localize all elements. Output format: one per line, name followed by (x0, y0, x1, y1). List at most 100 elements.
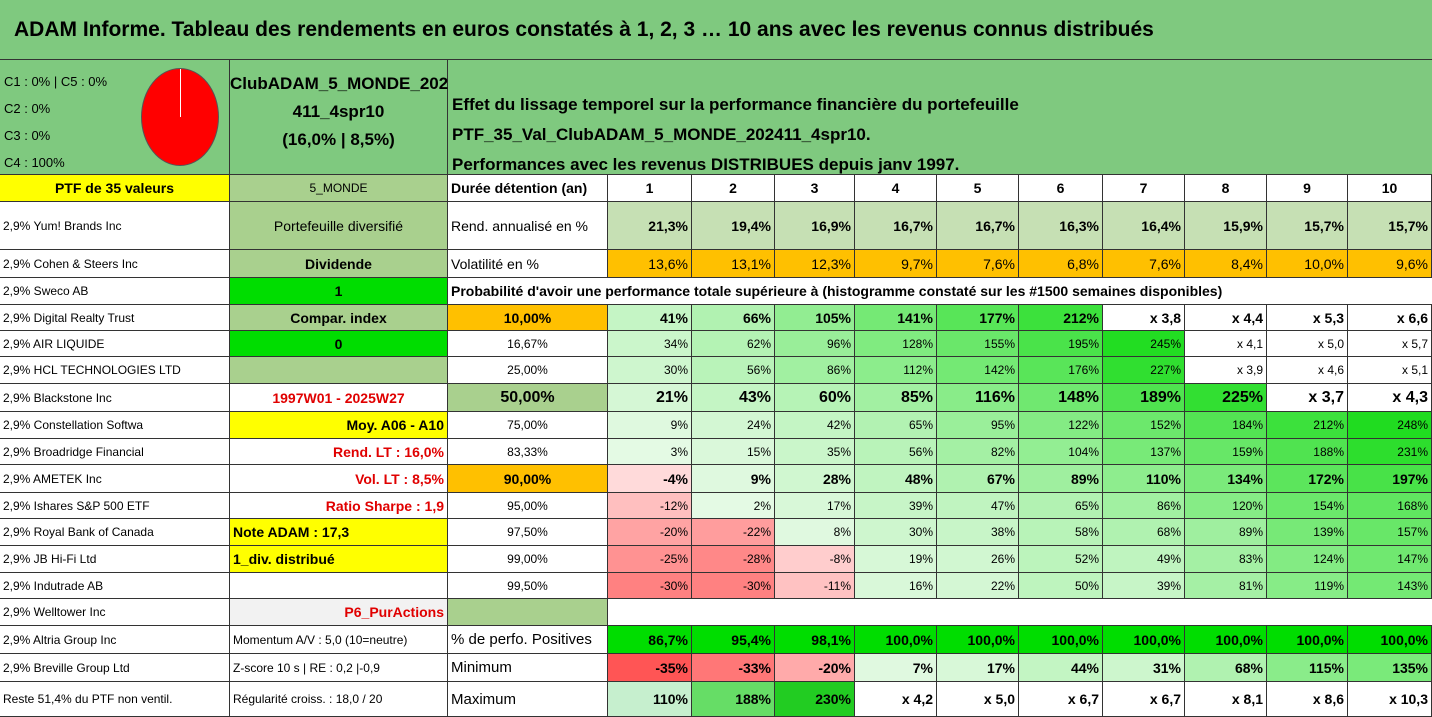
quantile-value: 184% (1185, 412, 1267, 439)
quantile-value: 9% (692, 465, 775, 493)
stat-value: 100,0% (1185, 626, 1267, 654)
quantile-value: 56% (692, 357, 775, 384)
stat-value: 17% (937, 654, 1019, 682)
quantile-value: x 4,1 (1185, 331, 1267, 357)
quantile-value: -12% (608, 493, 692, 519)
holding-row: 2,9% Sweco AB (0, 278, 230, 305)
quantile-value: 176% (1019, 357, 1103, 384)
stat-value: 100,0% (1348, 626, 1432, 654)
info-cell: Compar. index (230, 305, 448, 331)
quantile-value: 43% (692, 384, 775, 412)
quantile-value: x 4,6 (1267, 357, 1348, 384)
info-cell: P6_PurActions (230, 599, 448, 626)
volatility-value: 7,6% (1103, 250, 1185, 278)
quantile-value: 47% (937, 493, 1019, 519)
holding-row: 2,9% Constellation Softwa (0, 412, 230, 439)
stat-value: 100,0% (1267, 626, 1348, 654)
stat-value: 100,0% (1103, 626, 1185, 654)
quantile-value: 42% (775, 412, 855, 439)
quantile-value: 128% (855, 331, 937, 357)
quantile-value: 95% (937, 412, 1019, 439)
quantile-value: 120% (1185, 493, 1267, 519)
effect-line: Effet du lissage temporel sur la perform… (452, 95, 1019, 144)
stat-label: Maximum (448, 682, 608, 717)
quantile-value: 16% (855, 573, 937, 599)
stat-value: 230% (775, 682, 855, 717)
year-header: 4 (855, 175, 937, 202)
info-cell: Rend. LT : 16,0% (230, 439, 448, 465)
info-cell: 1 (230, 278, 448, 305)
blank-cell (448, 599, 608, 626)
rend-value: 16,7% (855, 202, 937, 250)
quantile-level: 83,33% (448, 439, 608, 465)
quantile-value: 56% (855, 439, 937, 465)
volatility-value: 13,1% (692, 250, 775, 278)
rend-value: 15,7% (1348, 202, 1432, 250)
quantile-value: x 5,0 (1267, 331, 1348, 357)
quantile-value: 248% (1348, 412, 1432, 439)
portfolio-count: PTF de 35 valeurs (0, 175, 230, 202)
holding-row: 2,9% Welltower Inc (0, 599, 230, 626)
quantile-value: 152% (1103, 412, 1185, 439)
stat-value: x 8,1 (1185, 682, 1267, 717)
info-cell: Note ADAM : 17,3 (230, 519, 448, 546)
volatility-value: 9,6% (1348, 250, 1432, 278)
holding-row: Reste 51,4% du PTF non ventil. (0, 682, 230, 717)
quantile-value: 38% (937, 519, 1019, 546)
quantile-value: 34% (608, 331, 692, 357)
quantile-value: 82% (937, 439, 1019, 465)
quantile-value: x 5,3 (1267, 305, 1348, 331)
holding-row: 2,9% Broadridge Financial (0, 439, 230, 465)
quantile-value: x 3,8 (1103, 305, 1185, 331)
info-cell: 1997W01 - 2025W27 (230, 384, 448, 412)
quantile-value: 177% (937, 305, 1019, 331)
quantile-value: 189% (1103, 384, 1185, 412)
allocation-line: C2 : 0% (4, 101, 51, 116)
quantile-value: 157% (1348, 519, 1432, 546)
quantile-value: 50% (1019, 573, 1103, 599)
stat-value: -20% (775, 654, 855, 682)
stat-value: x 5,0 (937, 682, 1019, 717)
stat-value: 98,1% (775, 626, 855, 654)
quantile-value: 65% (1019, 493, 1103, 519)
rend-value: 16,4% (1103, 202, 1185, 250)
holding-row: 2,9% Blackstone Inc (0, 384, 230, 412)
quantile-value: 212% (1019, 305, 1103, 331)
quantile-value: 49% (1103, 546, 1185, 573)
info-cell: Régularité croiss. : 18,0 / 20 (230, 682, 448, 717)
quantile-value: 188% (1267, 439, 1348, 465)
quantile-value: 35% (775, 439, 855, 465)
quantile-level: 50,00% (448, 384, 608, 412)
rend-value: 19,4% (692, 202, 775, 250)
quantile-value: -11% (775, 573, 855, 599)
stat-value: x 8,6 (1267, 682, 1348, 717)
quantile-value: 85% (855, 384, 937, 412)
stat-value: 7% (855, 654, 937, 682)
quantile-value: 65% (855, 412, 937, 439)
quantile-value: -4% (608, 465, 692, 493)
holding-row: 2,9% Cohen & Steers Inc (0, 250, 230, 278)
year-header: 9 (1267, 175, 1348, 202)
allocation-line: C1 : 0% | C5 : 0% (4, 74, 108, 89)
quantile-value: -22% (692, 519, 775, 546)
quantile-value: x 6,6 (1348, 305, 1432, 331)
quantile-value: 139% (1267, 519, 1348, 546)
year-header: 3 (775, 175, 855, 202)
quantile-value: 124% (1267, 546, 1348, 573)
year-header: 2 (692, 175, 775, 202)
volatility-label: Volatilité en % (448, 250, 608, 278)
stat-value: -33% (692, 654, 775, 682)
holding-row: 2,9% Breville Group Ltd (0, 654, 230, 682)
quantile-value: 68% (1103, 519, 1185, 546)
quantile-value: 96% (775, 331, 855, 357)
quantile-value: 66% (692, 305, 775, 331)
volatility-value: 12,3% (775, 250, 855, 278)
quantile-value: 110% (1103, 465, 1185, 493)
quantile-level: 90,00% (448, 465, 608, 493)
quantile-value: 112% (855, 357, 937, 384)
duration-label: Durée détention (an) (448, 175, 608, 202)
quantile-value: 116% (937, 384, 1019, 412)
year-header: 8 (1185, 175, 1267, 202)
quantile-value: 83% (1185, 546, 1267, 573)
